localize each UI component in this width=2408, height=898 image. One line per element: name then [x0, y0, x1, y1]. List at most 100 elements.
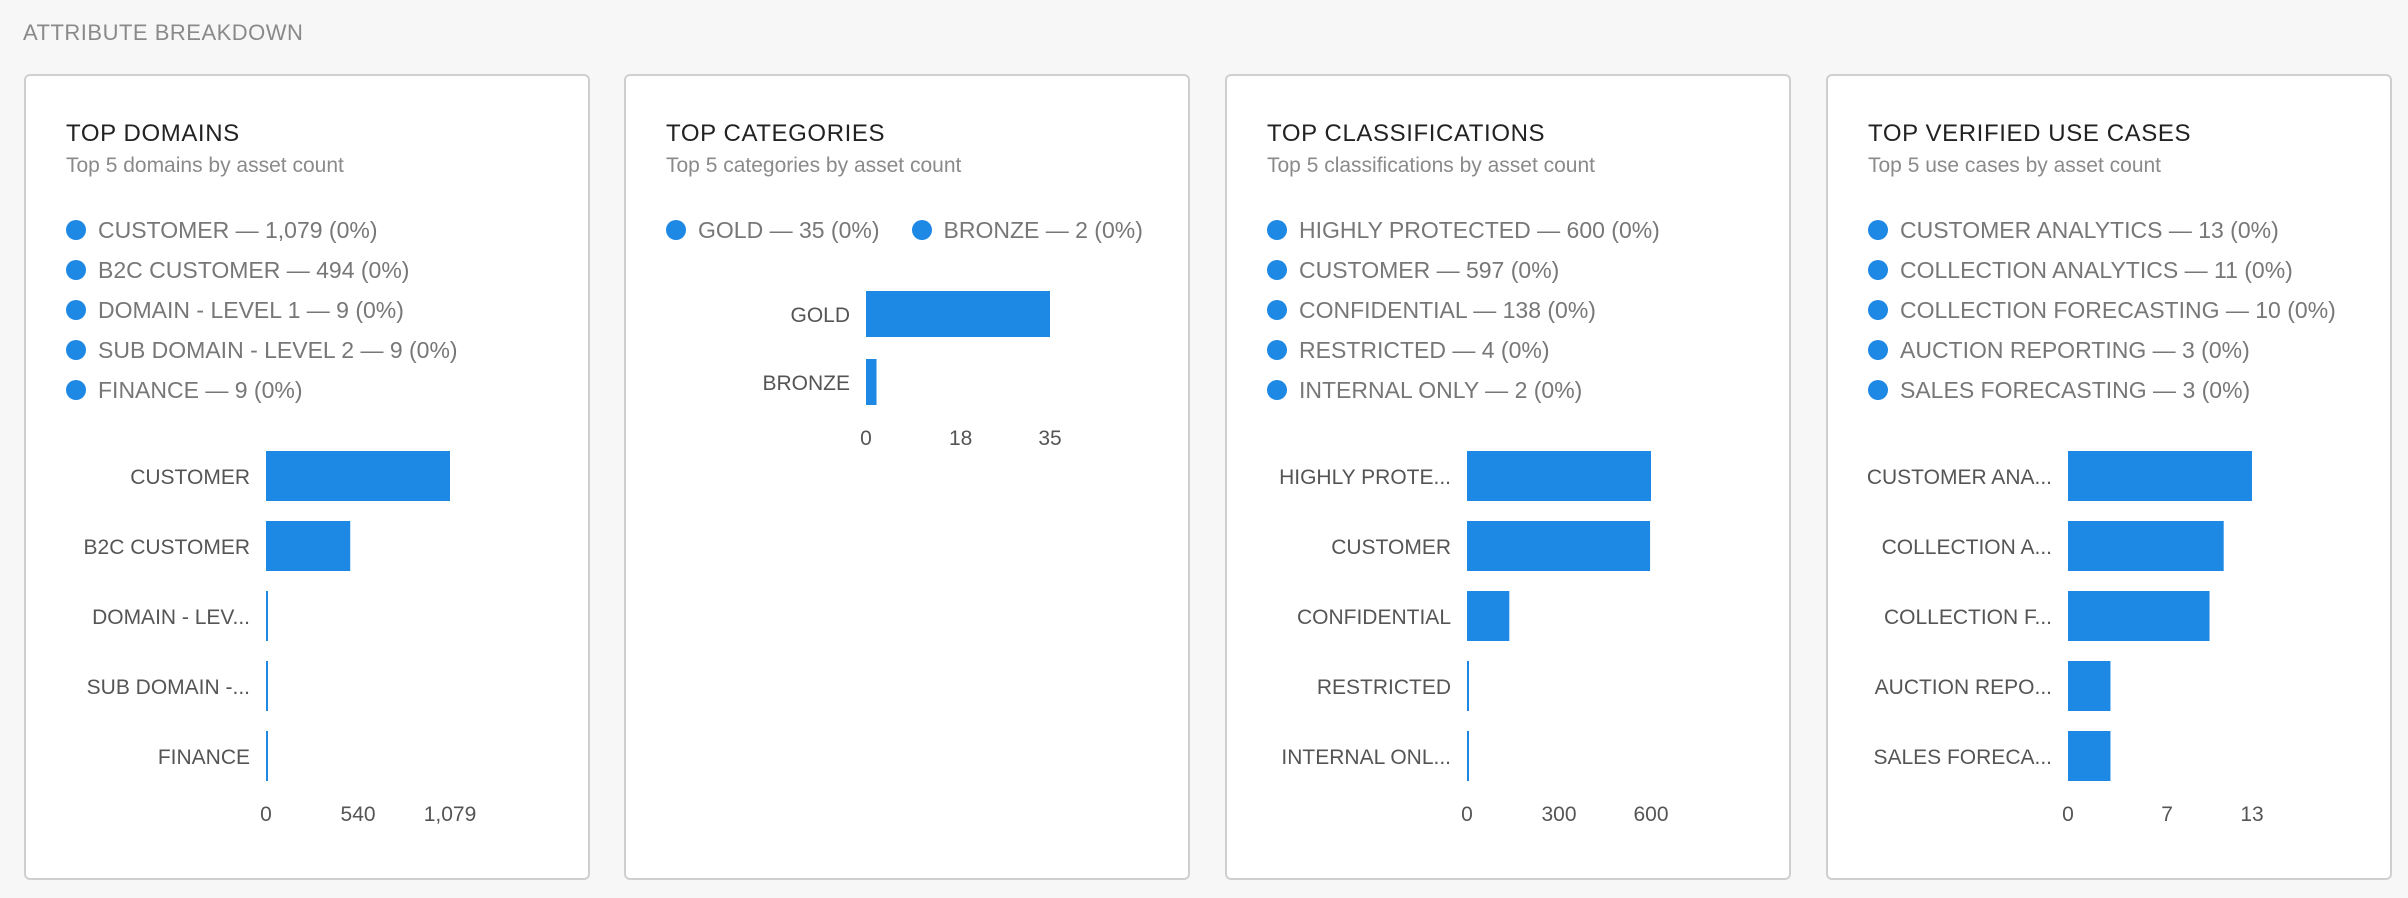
legend-dot-icon: [1868, 340, 1888, 360]
legend-item[interactable]: CUSTOMER ANALYTICS — 13 (0%): [1868, 210, 2378, 250]
card-title: TOP VERIFIED USE CASES: [1868, 120, 2192, 147]
card-subtitle: Top 5 categories by asset count: [666, 154, 962, 177]
category-label: AUCTION REPO...: [1875, 676, 2052, 699]
card-subtitle: Top 5 classifications by asset count: [1267, 154, 1596, 177]
category-label: BRONZE: [762, 372, 850, 395]
legend-label: CUSTOMER — 597 (0%): [1299, 256, 1560, 283]
bar[interactable]: [266, 451, 450, 501]
x-tick-label: 600: [1633, 803, 1668, 826]
category-label: DOMAIN - LEV...: [92, 606, 250, 629]
card-top-verified-use-cases: TOP VERIFIED USE CASES Top 5 use cases b…: [1826, 74, 2392, 880]
chart-legend: GOLD — 35 (0%) BRONZE — 2 (0%): [666, 210, 1176, 250]
legend-dot-icon: [1267, 300, 1287, 320]
legend-label: B2C CUSTOMER — 494 (0%): [98, 256, 410, 283]
legend-item[interactable]: AUCTION REPORTING — 3 (0%): [1868, 330, 2378, 370]
legend-label: HIGHLY PROTECTED — 600 (0%): [1299, 216, 1660, 243]
chart-legend: CUSTOMER ANALYTICS — 13 (0%) COLLECTION …: [1868, 210, 2378, 410]
bar[interactable]: [2068, 661, 2111, 711]
category-label: COLLECTION A...: [1882, 536, 2052, 559]
card-top-domains: TOP DOMAINS Top 5 domains by asset count…: [24, 74, 590, 880]
bar-chart: CUSTOMER ANA... COLLECTION A... COLLECTION…: [1867, 451, 2264, 826]
legend-label: CUSTOMER — 1,079 (0%): [98, 216, 378, 243]
x-tick-label: 35: [1038, 427, 1061, 450]
legend-label: RESTRICTED — 4 (0%): [1299, 336, 1550, 363]
bar[interactable]: [2068, 451, 2252, 501]
legend-item[interactable]: COLLECTION FORECASTING — 10 (0%): [1868, 290, 2378, 330]
bar[interactable]: [266, 591, 268, 641]
legend-item[interactable]: BRONZE — 2 (0%): [911, 210, 1143, 250]
legend-item[interactable]: CUSTOMER — 597 (0%): [1267, 250, 1777, 290]
bar-chart: CUSTOMER B2C CUSTOMER DOMAIN - LEV... SUB D…: [84, 451, 477, 826]
legend-dot-icon: [911, 220, 932, 240]
legend-label: CONFIDENTIAL — 138 (0%): [1299, 296, 1596, 323]
legend-item[interactable]: CONFIDENTIAL — 138 (0%): [1267, 290, 1777, 330]
category-label: B2C CUSTOMER: [84, 536, 250, 559]
card-title: TOP CATEGORIES: [666, 120, 886, 147]
bar[interactable]: [2068, 731, 2111, 781]
legend-dot-icon: [66, 260, 86, 280]
bar-chart: HIGHLY PROTE... CUSTOMER CONFIDENTIAL RESTR…: [1279, 451, 1669, 826]
bar[interactable]: [1467, 591, 1510, 641]
bar[interactable]: [866, 359, 877, 405]
category-label: CUSTOMER ANA...: [1867, 466, 2052, 489]
category-label: CONFIDENTIAL: [1297, 606, 1451, 629]
legend-label: SUB DOMAIN - LEVEL 2 — 9 (0%): [98, 336, 458, 363]
legend-label: SALES FORECASTING — 3 (0%): [1900, 376, 2251, 403]
legend-dot-icon: [1267, 380, 1287, 400]
legend-item[interactable]: COLLECTION ANALYTICS — 11 (0%): [1868, 250, 2378, 290]
bar[interactable]: [866, 291, 1050, 337]
bar[interactable]: [2068, 591, 2210, 641]
legend-label: DOMAIN - LEVEL 1 — 9 (0%): [98, 296, 404, 323]
legend-dot-icon: [666, 220, 686, 240]
legend-label: COLLECTION FORECASTING — 10 (0%): [1900, 296, 2336, 323]
legend-dot-icon: [1267, 260, 1287, 280]
legend-item[interactable]: FINANCE — 9 (0%): [66, 370, 576, 410]
legend-item[interactable]: GOLD — 35 (0%): [666, 210, 880, 250]
legend-dot-icon: [1868, 300, 1888, 320]
bar[interactable]: [2068, 521, 2224, 571]
card-subtitle: Top 5 use cases by asset count: [1868, 154, 2162, 177]
category-label: SUB DOMAIN -...: [87, 676, 250, 699]
chart-legend: CUSTOMER — 1,079 (0%) B2C CUSTOMER — 494…: [66, 210, 576, 410]
legend-item[interactable]: SALES FORECASTING — 3 (0%): [1868, 370, 2378, 410]
legend-label: AUCTION REPORTING — 3 (0%): [1900, 336, 2250, 363]
bar[interactable]: [1467, 521, 1651, 571]
legend-item[interactable]: DOMAIN - LEVEL 1 — 9 (0%): [66, 290, 576, 330]
card-top-categories: TOP CATEGORIES Top 5 categories by asset…: [624, 74, 1190, 880]
bar[interactable]: [1467, 731, 1469, 781]
legend-label: COLLECTION ANALYTICS — 11 (0%): [1900, 256, 2293, 283]
bar[interactable]: [266, 521, 351, 571]
legend-item[interactable]: B2C CUSTOMER — 494 (0%): [66, 250, 576, 290]
category-label: CUSTOMER: [1331, 536, 1451, 559]
legend-item[interactable]: INTERNAL ONLY — 2 (0%): [1267, 370, 1777, 410]
legend-dot-icon: [66, 220, 86, 240]
category-label: RESTRICTED: [1317, 676, 1451, 699]
legend-dot-icon: [1267, 340, 1287, 360]
bar[interactable]: [266, 731, 268, 781]
legend-label: CUSTOMER ANALYTICS — 13 (0%): [1900, 216, 2279, 243]
legend-label: GOLD — 35 (0%): [698, 216, 880, 243]
category-label: INTERNAL ONL...: [1281, 746, 1451, 769]
chart-legend: HIGHLY PROTECTED — 600 (0%) CUSTOMER — 5…: [1267, 210, 1777, 410]
legend-label: INTERNAL ONLY — 2 (0%): [1299, 376, 1583, 403]
section-title: ATTRIBUTE BREAKDOWN: [23, 20, 304, 45]
category-label: HIGHLY PROTE...: [1279, 466, 1451, 489]
category-label: GOLD: [790, 304, 850, 327]
category-label: SALES FORECA...: [1873, 746, 2052, 769]
legend-item[interactable]: CUSTOMER — 1,079 (0%): [66, 210, 576, 250]
bar[interactable]: [1467, 451, 1651, 501]
x-tick-label: 1,079: [424, 803, 477, 826]
x-tick-label: 0: [1461, 803, 1473, 826]
legend-item[interactable]: SUB DOMAIN - LEVEL 2 — 9 (0%): [66, 330, 576, 370]
x-tick-label: 13: [2240, 803, 2263, 826]
legend-dot-icon: [1868, 260, 1888, 280]
category-label: CUSTOMER: [130, 466, 250, 489]
card-subtitle: Top 5 domains by asset count: [66, 154, 344, 177]
bar[interactable]: [1467, 661, 1469, 711]
card-top-classifications: TOP CLASSIFICATIONS Top 5 classification…: [1225, 74, 1791, 880]
legend-item[interactable]: RESTRICTED — 4 (0%): [1267, 330, 1777, 370]
bar[interactable]: [266, 661, 268, 711]
legend-item[interactable]: HIGHLY PROTECTED — 600 (0%): [1267, 210, 1777, 250]
legend-dot-icon: [1868, 380, 1888, 400]
x-tick-label: 300: [1541, 803, 1576, 826]
